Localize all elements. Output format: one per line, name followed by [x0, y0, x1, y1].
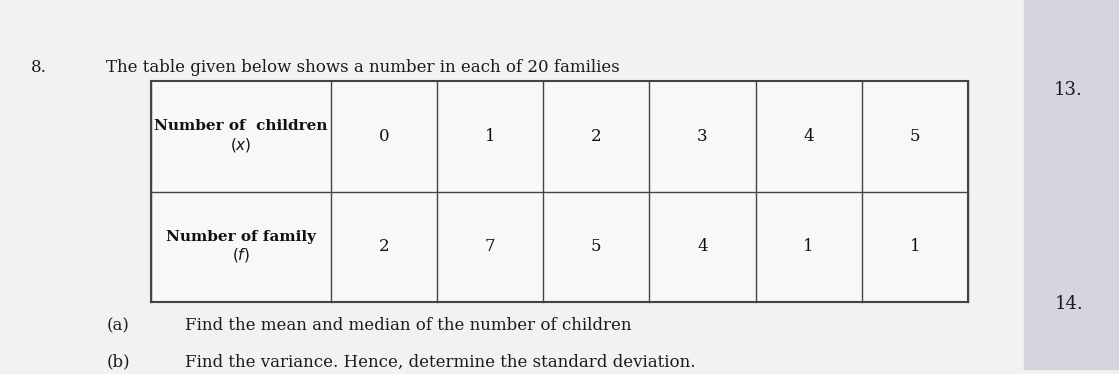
- Text: (b): (b): [106, 354, 130, 371]
- Text: 4: 4: [697, 238, 707, 255]
- Text: (a): (a): [106, 317, 129, 334]
- Text: 8.: 8.: [31, 59, 47, 76]
- Text: 5: 5: [591, 238, 602, 255]
- Text: Find the variance. Hence, determine the standard deviation.: Find the variance. Hence, determine the …: [185, 354, 695, 371]
- Text: 7: 7: [485, 238, 496, 255]
- Text: 5: 5: [910, 128, 920, 145]
- Text: The table given below shows a number in each of 20 families: The table given below shows a number in …: [106, 59, 620, 76]
- Text: 3: 3: [697, 128, 707, 145]
- Text: 1: 1: [485, 128, 496, 145]
- Text: 14.: 14.: [1054, 295, 1083, 313]
- Text: Number of family
$(f)$: Number of family $(f)$: [166, 230, 316, 264]
- Bar: [1024, 0, 1119, 368]
- Text: 1: 1: [910, 238, 920, 255]
- Text: 13.: 13.: [1054, 81, 1083, 99]
- Text: Find the mean and median of the number of children: Find the mean and median of the number o…: [185, 317, 631, 334]
- Text: Number of  children
$(x)$: Number of children $(x)$: [154, 119, 328, 154]
- Text: 1: 1: [803, 238, 814, 255]
- Text: 2: 2: [378, 238, 389, 255]
- Text: 2: 2: [591, 128, 602, 145]
- Text: 4: 4: [803, 128, 814, 145]
- Text: 0: 0: [378, 128, 389, 145]
